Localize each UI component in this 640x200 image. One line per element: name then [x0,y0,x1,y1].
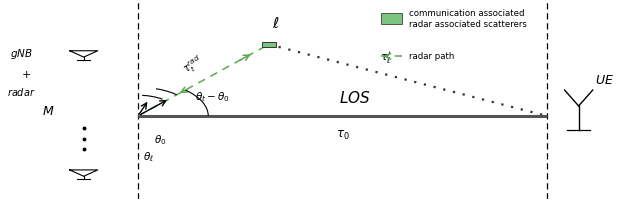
Bar [262,42,276,47]
Text: radar path: radar path [410,52,455,61]
Bar [381,13,402,24]
Text: $\theta_t - \theta_0$: $\theta_t - \theta_0$ [195,90,230,104]
Text: $\ell$: $\ell$ [271,16,279,31]
Text: $\tau_0$: $\tau_0$ [335,129,349,142]
Text: $\tau_\ell'$: $\tau_\ell'$ [380,50,391,66]
Text: communication associated: communication associated [410,9,525,18]
Text: $\theta_\ell$: $\theta_\ell$ [143,151,154,164]
Text: $M$: $M$ [42,105,54,118]
Text: $radar$: $radar$ [7,86,36,98]
Text: radar associated scatterers: radar associated scatterers [410,20,527,29]
Text: $+$: $+$ [21,69,31,80]
Text: $\tau_t^{rad}$: $\tau_t^{rad}$ [180,52,206,78]
Text: $UE$: $UE$ [595,74,614,87]
Text: $gNB$: $gNB$ [10,47,33,61]
Text: $LOS$: $LOS$ [339,90,371,106]
Text: $\theta_0$: $\theta_0$ [154,133,166,147]
